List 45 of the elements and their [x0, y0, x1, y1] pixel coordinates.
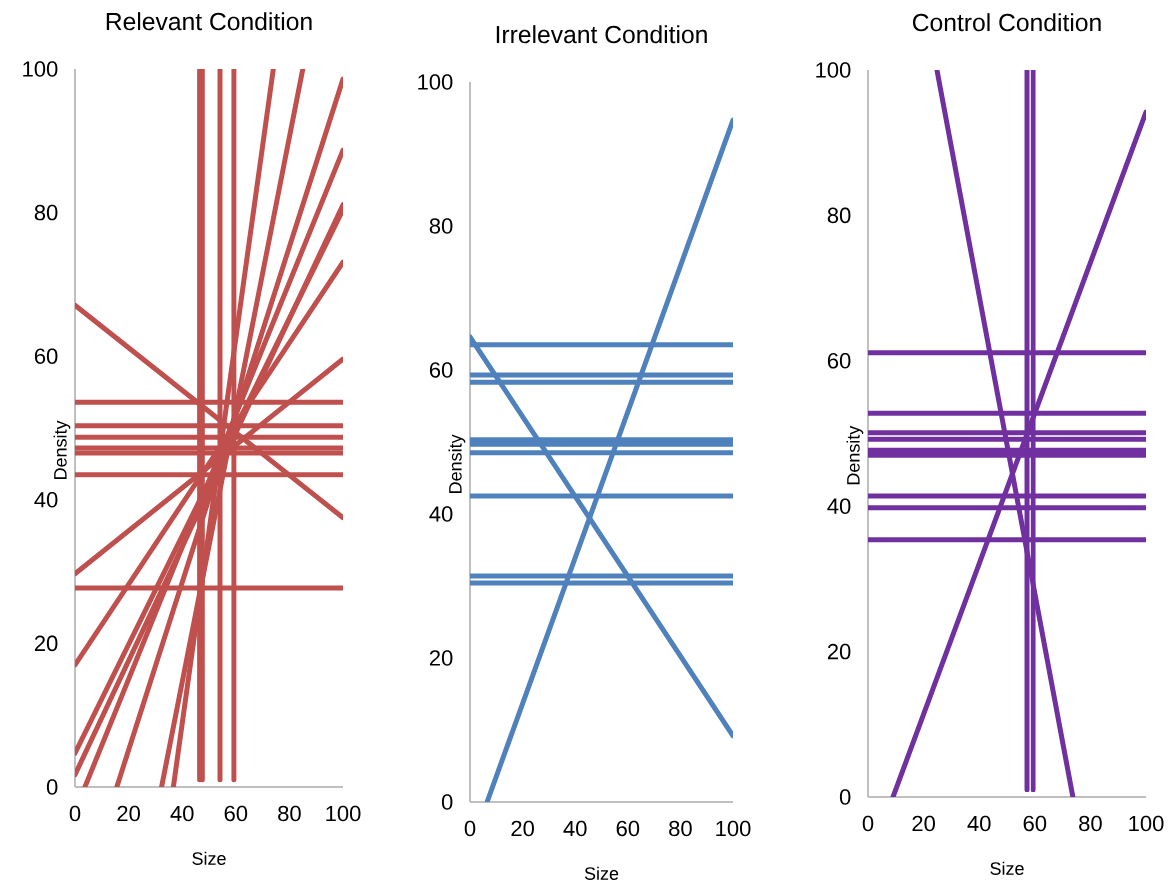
x-tick-label: 60	[224, 805, 248, 822]
x-tick-label: 40	[967, 815, 991, 832]
y-tick-label: 60	[34, 348, 58, 364]
chart-title: Control Condition	[912, 12, 1101, 32]
x-tick-label: 20	[117, 805, 140, 822]
x-axis-title: Size	[990, 861, 1024, 875]
x-tick-label: 80	[278, 805, 301, 822]
x-tick-label: 0	[464, 820, 476, 837]
y-tick-label: 60	[827, 352, 851, 369]
y-tick-label: 40	[827, 498, 851, 514]
x-tick-label: 100	[1129, 815, 1164, 832]
x-tick-label: 40	[563, 820, 587, 837]
y-tick-label: 100	[23, 61, 58, 77]
y-tick-label: 100	[418, 74, 453, 90]
y-tick-label: 60	[429, 362, 453, 378]
x-tick-label: 20	[511, 820, 534, 837]
y-tick-label: 80	[429, 218, 453, 234]
y-tick-label: 40	[34, 491, 58, 508]
y-tick-label: 20	[827, 643, 851, 660]
y-axis-title: Density	[846, 425, 864, 485]
x-tick-label: 40	[170, 805, 194, 822]
chart-title: Relevant Condition	[106, 11, 312, 31]
y-tick-label: 0	[46, 779, 58, 795]
y-axis-title: Density	[448, 434, 466, 493]
x-tick-label: 60	[1023, 815, 1047, 832]
x-tick-label: 20	[912, 815, 935, 832]
y-tick-label: 80	[34, 204, 58, 221]
x-axis-title: Size	[192, 851, 226, 865]
y-tick-label: 0	[441, 794, 453, 810]
y-tick-label: 0	[839, 789, 851, 805]
x-tick-label: 60	[616, 820, 640, 837]
x-tick-label: 0	[69, 805, 81, 822]
y-tick-label: 100	[816, 62, 851, 78]
y-tick-label: 80	[827, 207, 851, 223]
x-tick-label: 100	[326, 805, 361, 822]
x-axis-title: Size	[584, 866, 619, 880]
y-tick-label: 20	[429, 650, 453, 666]
x-tick-label: 80	[1079, 815, 1102, 832]
x-tick-label: 0	[862, 815, 874, 832]
chart-title: Irrelevant Condition	[496, 24, 707, 44]
y-axis-title: Density	[53, 420, 71, 479]
y-tick-label: 20	[34, 635, 58, 651]
x-tick-label: 80	[669, 820, 692, 837]
y-tick-label: 40	[429, 506, 453, 522]
x-tick-label: 100	[716, 820, 751, 837]
